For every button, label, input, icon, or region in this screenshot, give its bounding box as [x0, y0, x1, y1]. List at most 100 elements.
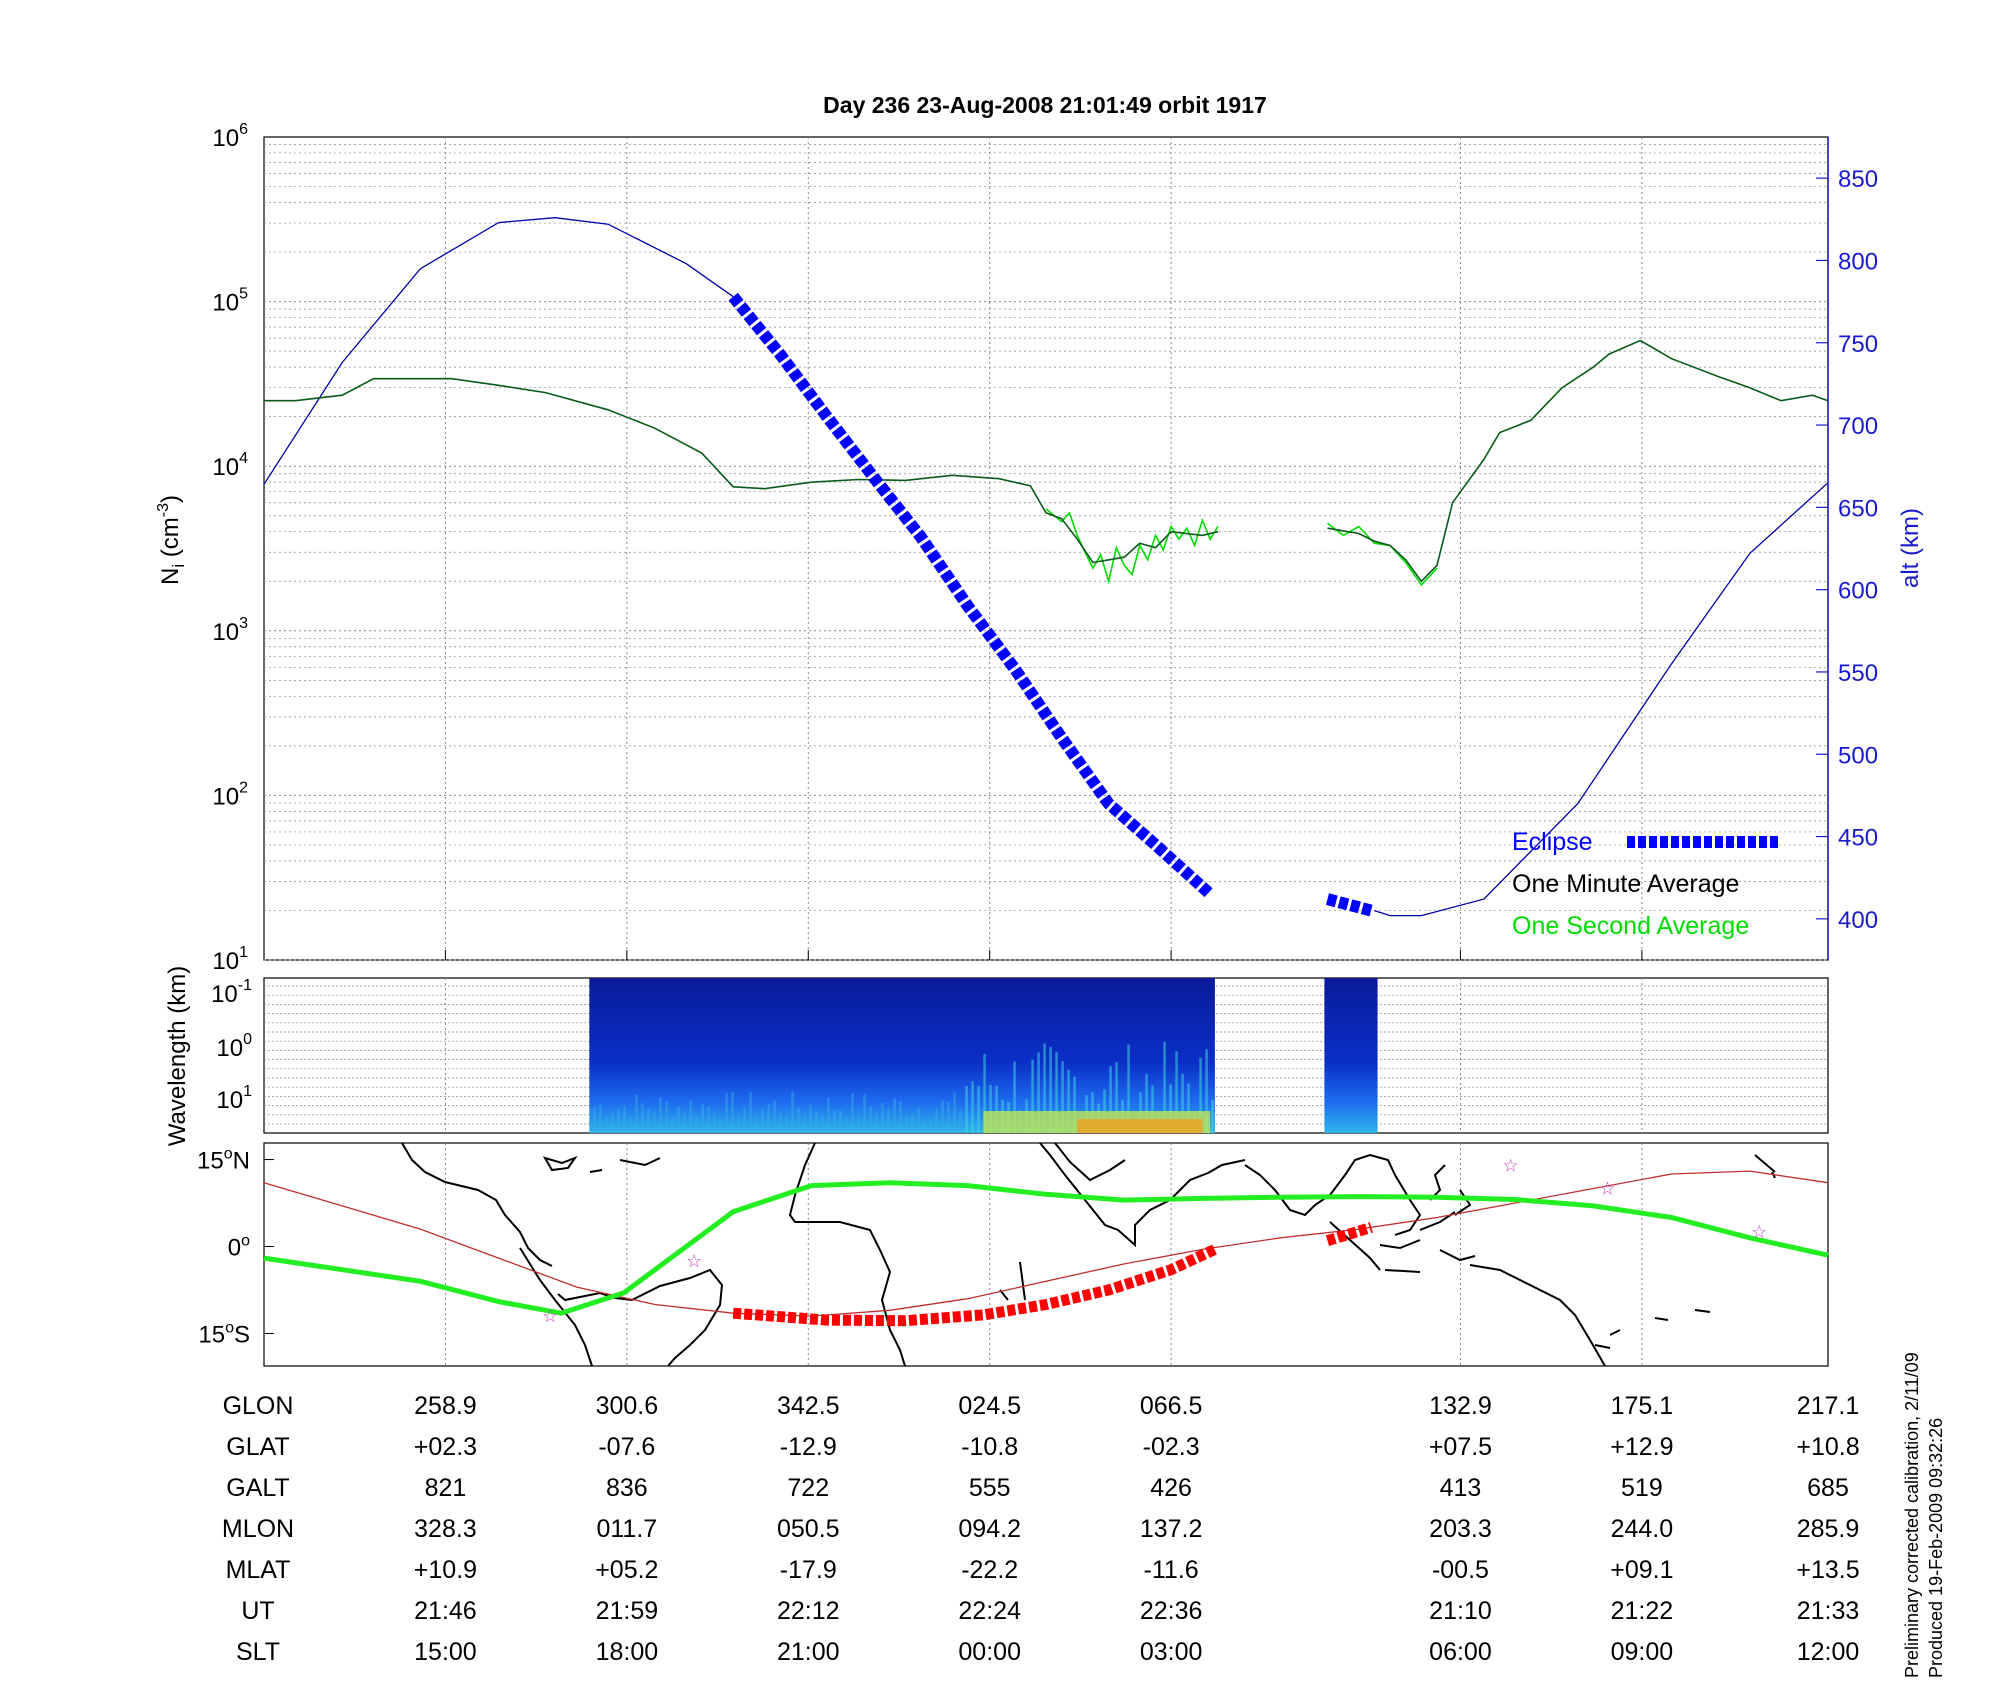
- spectrogram-streak: [899, 1101, 902, 1133]
- table-cell: -22.2: [961, 1556, 1018, 1584]
- spectrogram-streak: [749, 1092, 752, 1133]
- density-plot-frame: [263, 136, 1829, 961]
- spectrogram-streak: [821, 1116, 824, 1133]
- spectrogram-streak: [1151, 1085, 1154, 1133]
- coastlines: [401, 1142, 1776, 1367]
- spectrogram-streak: [881, 1102, 884, 1133]
- table-row-label: GLON: [223, 1392, 294, 1420]
- map-y-tick-label: 15oN: [197, 1146, 250, 1175]
- table-cell: 050.5: [777, 1515, 840, 1543]
- spectrogram-streak: [767, 1104, 770, 1133]
- density-y-tick-label: 105: [212, 286, 248, 317]
- table-cell: 12:00: [1797, 1638, 1860, 1666]
- table-cell: 685: [1807, 1474, 1849, 1502]
- table-cell: -12.9: [780, 1433, 837, 1461]
- altitude-tick-label: 750: [1838, 331, 1878, 358]
- table-cell: 094.2: [958, 1515, 1021, 1543]
- altitude-line: [1374, 482, 1829, 917]
- spectrogram-block: [589, 978, 1215, 1133]
- spectrogram-streak: [1031, 1059, 1034, 1133]
- spectrogram-streak: [1115, 1062, 1118, 1133]
- density-panel: 101 102 103 104 105 106 400 450 500 550 600 650 700…: [155, 121, 1924, 975]
- table-cell: 21:59: [596, 1597, 659, 1625]
- spectrogram-streak: [1127, 1044, 1130, 1133]
- density-y-label: Ni (cm-3): [155, 495, 188, 585]
- spectrogram-streak: [875, 1113, 878, 1133]
- spectrogram-streak: [593, 1106, 596, 1133]
- spectrogram-streak: [917, 1107, 920, 1133]
- spectrogram-streak: [833, 1110, 836, 1133]
- spectrogram-streak: [1013, 1061, 1016, 1133]
- star-marker: ☆: [1599, 1179, 1615, 1199]
- table-row-label: SLT: [236, 1638, 280, 1666]
- spectrogram-streak: [959, 1111, 962, 1133]
- table-cell: +13.5: [1796, 1556, 1859, 1584]
- density-y-tick-label: 103: [212, 615, 248, 646]
- legend-minute-label: One Minute Average: [1512, 870, 1739, 898]
- table-cell: 15:00: [414, 1638, 477, 1666]
- south-asia-coast: [1244, 1153, 1422, 1236]
- one-second-average-line: [1327, 522, 1438, 587]
- spectrogram-streak: [845, 1118, 848, 1133]
- produced-note: Produced 19-Feb-2009 09:32:26: [1926, 1418, 1946, 1678]
- table-cell: 21:00: [777, 1638, 840, 1666]
- caribbean-islands: [542, 1155, 661, 1173]
- star-marker: ☆: [1502, 1155, 1518, 1175]
- spectrogram-streak: [1199, 1057, 1202, 1133]
- spectrogram-streak: [1205, 1049, 1208, 1133]
- table-cell: +09.1: [1610, 1556, 1673, 1584]
- altitude-tick-label: 400: [1838, 907, 1878, 934]
- spectrogram-streak: [623, 1105, 626, 1133]
- altitude-tick-label: 550: [1838, 660, 1878, 687]
- spectrogram-streak: [743, 1107, 746, 1133]
- spectrogram-streak: [905, 1116, 908, 1133]
- table-cell: 300.6: [596, 1392, 659, 1420]
- map-y-tick-label: 15oS: [198, 1319, 250, 1348]
- spectrogram-streak: [947, 1101, 950, 1133]
- altitude-line: [263, 217, 734, 485]
- spectrogram-streak: [683, 1113, 686, 1133]
- map-series: ☆ ☆ ☆ ☆ ☆: [263, 1155, 1829, 1327]
- spectrogram-streak: [923, 1118, 926, 1133]
- table-cell: 519: [1621, 1474, 1663, 1502]
- table-cell: 066.5: [1140, 1392, 1203, 1420]
- table-cell: 03:00: [1140, 1638, 1203, 1666]
- table-cell: 342.5: [777, 1392, 840, 1420]
- table-cell: 175.1: [1611, 1392, 1674, 1420]
- spectrogram-streak: [653, 1112, 656, 1133]
- spectrogram-streak: [1181, 1074, 1184, 1133]
- spectrogram-streak: [665, 1101, 668, 1133]
- table-cell: 137.2: [1140, 1515, 1203, 1543]
- table-cell: 555: [969, 1474, 1011, 1502]
- eclipse-track-line: [1325, 1222, 1373, 1246]
- density-y-ticks: 101 102 103 104 105 106: [212, 121, 248, 975]
- spectrogram-streak: [941, 1100, 944, 1133]
- spectrogram-streak: [671, 1118, 674, 1133]
- spectrogram-streak: [887, 1108, 890, 1133]
- map-panel: ☆ ☆ ☆ ☆ ☆ 15oN 0o 15oS: [197, 1142, 1829, 1367]
- spectrogram-y-tick-label: 101: [216, 1083, 252, 1114]
- table-cell: 21:33: [1797, 1597, 1860, 1625]
- spectrogram-y-tick-label: 100: [216, 1031, 252, 1062]
- altitude-y-ticks: 400 450 500 550 600 650 700 750 800 850: [1816, 166, 1878, 934]
- indonesia-islands: [1329, 1211, 1476, 1273]
- spectrogram-streak: [701, 1104, 704, 1133]
- spectrogram-streak: [677, 1106, 680, 1133]
- spectrogram-streak: [863, 1094, 866, 1133]
- spectrogram-streak: [731, 1091, 734, 1133]
- spectrogram-streak: [779, 1112, 782, 1133]
- spectrogram-streak: [803, 1114, 806, 1133]
- table-row-label: GALT: [226, 1474, 289, 1502]
- altitude-tick-label: 800: [1838, 248, 1878, 275]
- table-cell: 722: [787, 1474, 829, 1502]
- dip-equator-line: [263, 1170, 1829, 1317]
- spectrogram-streak: [839, 1110, 842, 1133]
- spectrogram-streak: [1067, 1069, 1070, 1133]
- table-row-label: MLAT: [226, 1556, 291, 1584]
- spectrogram-streak: [1163, 1041, 1166, 1133]
- table-cell: -02.3: [1143, 1433, 1200, 1461]
- table-cell: 244.0: [1611, 1515, 1674, 1543]
- spectrogram-peak-band: [1077, 1119, 1203, 1133]
- table-cell: 011.7: [596, 1515, 657, 1543]
